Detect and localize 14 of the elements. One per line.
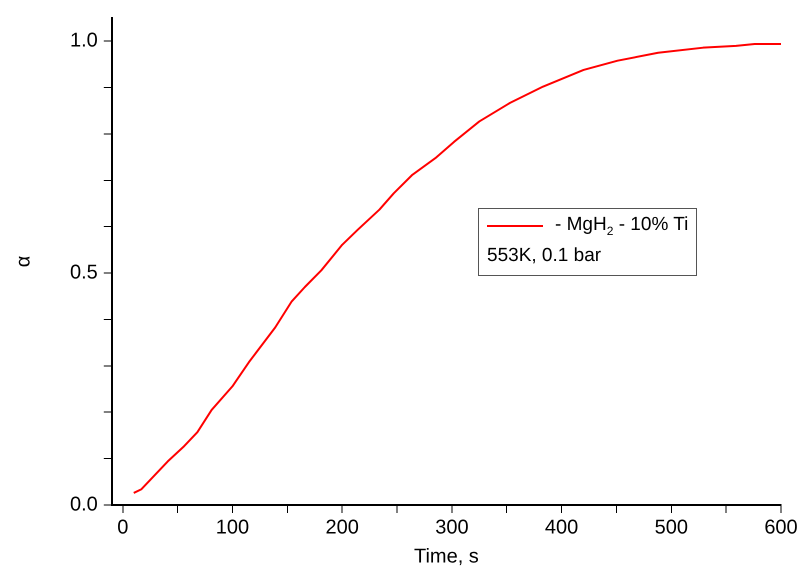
x-tick-label: 500 bbox=[654, 516, 688, 539]
y-tick-label: 1.0 bbox=[70, 30, 98, 52]
x-tick-label: 600 bbox=[764, 516, 798, 539]
x-tick-label: 100 bbox=[216, 516, 250, 539]
annotation: 553K, 0.1 bar bbox=[487, 244, 602, 266]
x-tick-label: 300 bbox=[435, 516, 469, 539]
x-tick-label: 400 bbox=[544, 516, 578, 539]
y-tick-label: 0.0 bbox=[70, 494, 98, 516]
x-tick-label: 200 bbox=[325, 516, 359, 539]
x-axis-title: Time, s bbox=[414, 546, 479, 568]
x-tick-label: 0 bbox=[117, 516, 128, 539]
y-tick-label: 0.5 bbox=[70, 262, 98, 284]
legend-label: - MgH$_{2}$ - 10% Ti bbox=[555, 214, 688, 238]
y-axis-title: α bbox=[12, 256, 35, 268]
